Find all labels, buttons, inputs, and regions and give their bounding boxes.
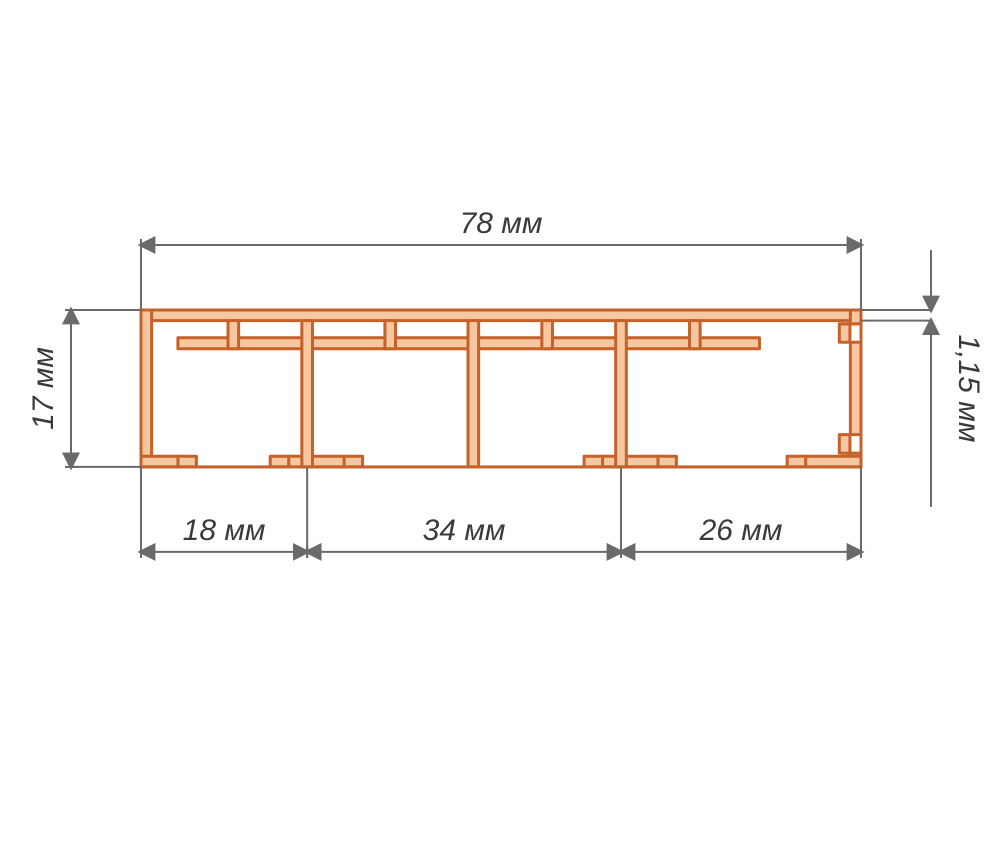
dim-bottom-3-label: 26 мм	[699, 514, 783, 547]
dim-bottom-1: 18 мм	[141, 514, 307, 558]
profile-cross-section	[141, 310, 861, 467]
dim-bottom-1-label: 18 мм	[183, 514, 266, 547]
dim-left-height-label: 17 мм	[27, 347, 60, 430]
dim-bottom-2: 34 мм	[307, 514, 621, 558]
dim-bottom-3: 26 мм	[621, 514, 861, 558]
dim-left-height: 17 мм	[27, 310, 77, 467]
dim-bottom-2-label: 34 мм	[423, 514, 506, 547]
dim-top-total: 78 мм	[141, 207, 861, 251]
dim-top-total-label: 78 мм	[460, 207, 543, 240]
dim-right-wall-label: 1,15 мм	[952, 335, 985, 443]
